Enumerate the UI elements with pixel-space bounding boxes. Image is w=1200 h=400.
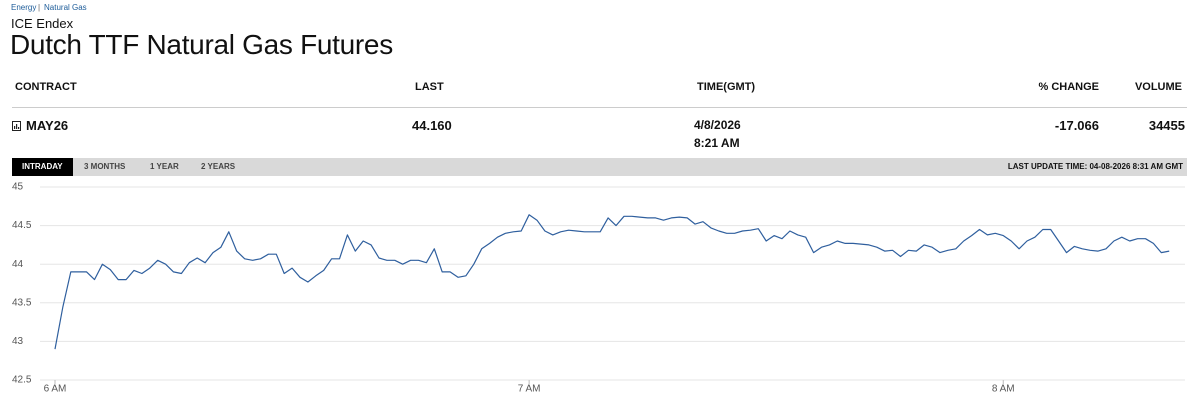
y-tick-label: 43 xyxy=(12,336,24,347)
column-header: VOLUME xyxy=(1134,81,1182,93)
time: 8:21 AM xyxy=(694,136,740,150)
tab[interactable]: 2 YEARS xyxy=(201,162,236,171)
y-tick-label: 44 xyxy=(12,259,24,270)
contract[interactable]: MAY26 xyxy=(26,118,69,133)
tab[interactable]: INTRADAY xyxy=(12,158,73,176)
column-header: LAST xyxy=(415,81,444,93)
exchange: ICE Endex xyxy=(11,16,74,31)
chart: 42.5 43 43.5 44 44.5 45 6 AM 7 AM 8 AM xyxy=(12,182,1185,395)
page-title: Dutch TTF Natural Gas Futures xyxy=(10,29,393,60)
chart-icon xyxy=(12,121,21,131)
x-tick-label: 8 AM xyxy=(992,384,1015,395)
percent-change: -17.066 xyxy=(1054,118,1099,133)
tab[interactable]: 1 YEAR xyxy=(150,162,179,171)
x-tick-label: 6 AM xyxy=(44,384,67,395)
tab[interactable]: 3 MONTHS xyxy=(84,162,126,171)
volume: 34455 xyxy=(1148,118,1185,133)
column-header: % CHANGE xyxy=(1038,81,1099,93)
y-tick-label: 42.5 xyxy=(12,375,32,386)
column-header: TIME(GMT) xyxy=(697,81,756,93)
y-tick-label: 45 xyxy=(12,182,24,193)
x-tick-label: 7 AM xyxy=(518,384,541,395)
y-tick-label: 43.5 xyxy=(12,297,32,308)
date: 4/8/2026 xyxy=(694,118,741,132)
tab-bar xyxy=(12,158,1187,176)
last-update: LAST UPDATE TIME: 04-08-2026 8:31 AM GMT xyxy=(1007,162,1183,171)
price-line xyxy=(54,214,1170,350)
breadcrumb-separator: | xyxy=(38,3,41,12)
last-price: 44.160 xyxy=(412,118,452,133)
y-tick-label: 44.5 xyxy=(12,220,32,231)
divider xyxy=(12,107,1187,108)
breadcrumb-link[interactable]: Natural Gas xyxy=(44,3,87,12)
column-header: CONTRACT xyxy=(15,81,77,93)
breadcrumb-link[interactable]: Energy xyxy=(11,3,37,12)
